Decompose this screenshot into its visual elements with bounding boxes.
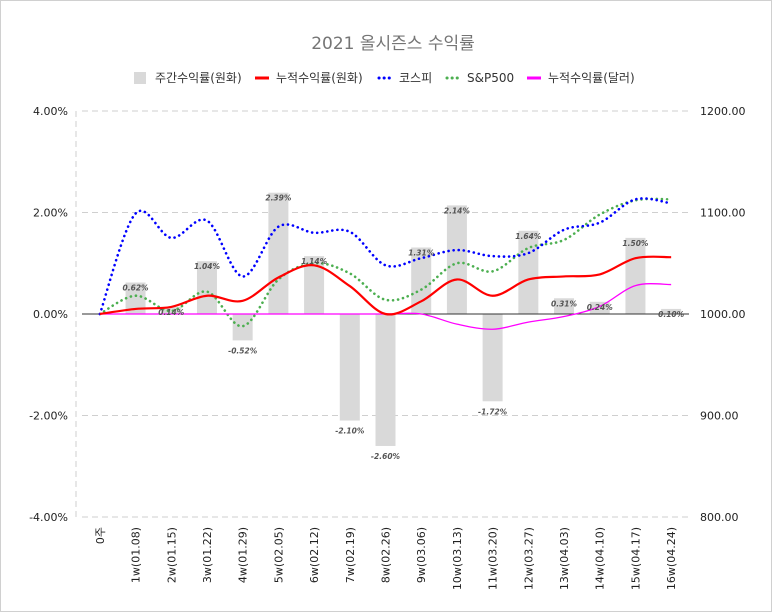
bar-data-label: 1.04% <box>194 262 221 271</box>
legend-label: 누적수익률(달러) <box>548 71 635 85</box>
bar-data-label: 0.62% <box>123 284 150 293</box>
legend-item: S&P500 <box>445 71 514 85</box>
x-tick-label: 11w(03.20) <box>487 527 500 590</box>
x-tick-label: 0주 <box>94 527 107 544</box>
bar <box>482 314 503 402</box>
x-tick-label: 4w(01.29) <box>237 527 250 583</box>
bar-data-label: 0.10% <box>658 310 685 319</box>
x-tick-label: 13w(04.03) <box>558 527 571 590</box>
bar-data-label: 1.50% <box>622 239 649 248</box>
bar <box>268 192 289 314</box>
left-tick-label: 0.00% <box>33 308 68 321</box>
chart-title: 2021 올시즌스 수익률 <box>311 34 475 54</box>
bars-layer <box>82 192 689 446</box>
bar <box>589 301 610 314</box>
bar-labels-layer: 0.62% 0.14% 1.04% -0.52% 2.39% 1.14% -2.10% -2.… <box>123 194 685 461</box>
bar-data-label: -0.52% <box>228 346 258 355</box>
x-tick-label: 8w(02.26) <box>380 527 393 583</box>
legend-item: 주간수익률(원화) <box>134 71 242 85</box>
right-axis: 1200.00 1100.00 1000.00 900.00 800.00 <box>700 105 746 524</box>
lines-layer <box>98 197 673 330</box>
x-tick-label: 16w(04.24) <box>665 527 678 590</box>
series-line-kospi <box>98 197 673 316</box>
x-tick-label: 1w(01.08) <box>130 527 143 583</box>
right-tick-label: 1100.00 <box>700 207 746 220</box>
x-tick-label: 12w(03.27) <box>522 527 535 590</box>
x-tick-label: 3w(01.22) <box>201 527 214 583</box>
bar <box>375 314 396 446</box>
bar <box>125 282 146 314</box>
series-line-cumulative-krw <box>99 255 672 316</box>
legend-swatch <box>134 72 146 84</box>
x-tick-label: 5w(02.05) <box>272 527 285 583</box>
bar-data-label: -2.60% <box>371 452 401 461</box>
bar-data-label: 0.31% <box>551 299 578 308</box>
bar-data-label: -1.72% <box>478 407 508 416</box>
bar <box>518 230 539 314</box>
right-tick-label: 800.00 <box>700 511 739 524</box>
bar-data-label: 1.14% <box>301 257 328 266</box>
bar <box>232 314 253 341</box>
legend-item: 코스피 <box>377 71 432 85</box>
bar <box>554 298 575 314</box>
x-tick-label: 6w(02.12) <box>308 527 321 583</box>
x-tick-label: 15w(04.17) <box>629 527 642 590</box>
bar <box>304 256 325 314</box>
bar <box>661 308 682 314</box>
grid-lines <box>75 110 689 518</box>
bar-data-label: 0.14% <box>158 308 185 317</box>
legend-label: S&P500 <box>467 71 514 85</box>
left-tick-label: 2.00% <box>33 207 68 220</box>
bar-data-label: 0.24% <box>587 303 614 312</box>
x-tick-label: 14w(04.10) <box>594 527 607 590</box>
bar <box>446 205 467 314</box>
bar-data-label: -2.10% <box>335 427 365 436</box>
legend-label: 코스피 <box>399 71 432 85</box>
legend-item: 누적수익률(달러) <box>527 71 635 85</box>
left-tick-label: -4.00% <box>29 511 68 524</box>
x-tick-label: 7w(02.19) <box>344 527 357 583</box>
right-tick-label: 1000.00 <box>700 308 746 321</box>
bar <box>339 314 360 421</box>
left-axis: 4.00% 2.00% 0.00% -2.00% -4.00% <box>29 105 68 524</box>
bar-data-label: 1.64% <box>515 232 542 241</box>
legend: 주간수익률(원화) 누적수익률(원화) 코스피 S&P500 누적수익률(달러) <box>134 71 635 85</box>
x-tick-label: 9w(03.06) <box>415 527 428 583</box>
left-tick-label: -2.00% <box>29 410 68 423</box>
x-tick-label: 10w(03.13) <box>451 527 464 590</box>
bar-data-label: 1.31% <box>408 249 435 258</box>
bar <box>161 306 182 314</box>
right-tick-label: 1200.00 <box>700 105 746 118</box>
right-tick-label: 900.00 <box>700 410 739 423</box>
x-tick-label: 2w(01.15) <box>165 527 178 583</box>
legend-label: 주간수익률(원화) <box>155 71 242 85</box>
bar-data-label: 2.39% <box>265 194 292 203</box>
bar-data-label: 2.14% <box>444 206 471 215</box>
bar <box>196 261 217 314</box>
legend-item: 누적수익률(원화) <box>255 71 363 85</box>
legend-label: 누적수익률(원화) <box>276 71 363 85</box>
series-line-sp500 <box>98 197 673 328</box>
bar <box>625 237 646 314</box>
x-axis: 0주 1w(01.08) 2w(01.15) 3w(01.22) 4w(01.29) 5w… <box>94 527 678 590</box>
left-tick-label: 4.00% <box>33 105 68 118</box>
